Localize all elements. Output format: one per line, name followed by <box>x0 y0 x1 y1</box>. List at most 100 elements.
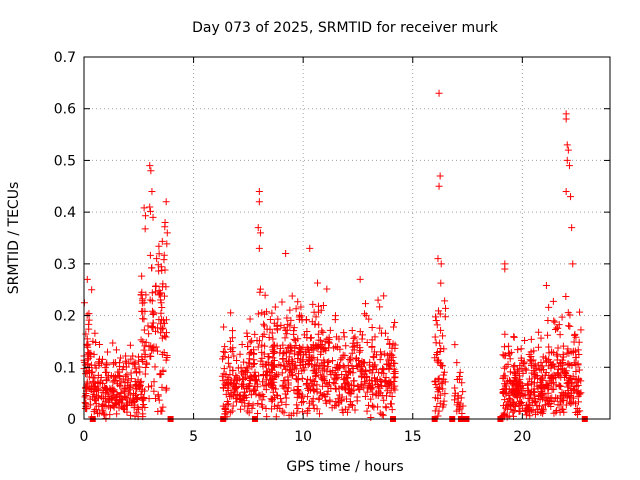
data-point <box>342 395 350 403</box>
data-point <box>499 388 507 396</box>
data-point <box>337 397 345 405</box>
data-point <box>126 391 134 399</box>
data-point <box>254 224 262 232</box>
data-point <box>363 407 371 415</box>
data-point <box>499 402 507 410</box>
data-point <box>306 244 314 252</box>
data-point <box>522 401 530 409</box>
data-point <box>139 315 147 323</box>
data-point <box>359 331 367 339</box>
data-point <box>150 378 158 386</box>
data-point <box>576 308 584 316</box>
data-point <box>141 403 149 411</box>
data-point <box>390 378 398 386</box>
data-point <box>312 372 320 380</box>
data-point <box>138 395 146 403</box>
data-point <box>323 390 331 398</box>
data-point <box>283 388 291 396</box>
data-point <box>101 368 109 376</box>
data-point <box>361 300 369 308</box>
data-point <box>555 362 563 370</box>
data-point <box>257 357 265 365</box>
data-point <box>308 380 316 388</box>
data-point <box>251 330 259 338</box>
data-point <box>575 375 583 383</box>
data-point <box>451 396 459 404</box>
data-point <box>88 286 96 294</box>
data-point <box>100 411 108 419</box>
data-point <box>296 345 304 353</box>
data-point <box>432 339 440 347</box>
data-point <box>282 401 290 409</box>
data-point <box>363 388 371 396</box>
data-point <box>233 357 241 365</box>
data-point <box>156 290 164 298</box>
data-point <box>551 326 559 334</box>
data-point <box>153 255 161 263</box>
data-point <box>435 407 443 415</box>
data-point <box>232 398 240 406</box>
data-point <box>517 345 525 353</box>
data-point <box>146 207 154 215</box>
data-point <box>83 378 91 386</box>
data-point <box>338 371 346 379</box>
data-point <box>533 382 541 390</box>
y-axis-label: SRMTID / TECUs <box>6 182 22 295</box>
data-point <box>117 389 125 397</box>
data-point <box>318 327 326 335</box>
data-point <box>256 229 264 237</box>
data-point <box>248 337 256 345</box>
data-point <box>305 404 313 412</box>
data-point <box>441 378 449 386</box>
data-point <box>123 395 131 403</box>
data-point <box>100 401 108 409</box>
data-point <box>147 352 155 360</box>
x-tick-label: 0 <box>80 429 89 445</box>
data-point <box>260 382 268 390</box>
data-point <box>353 397 361 405</box>
data-point <box>328 404 336 412</box>
data-point <box>572 383 580 391</box>
data-point <box>510 407 518 415</box>
data-point <box>222 381 230 389</box>
data-point <box>254 400 262 408</box>
data-point <box>505 395 513 403</box>
data-point <box>391 368 399 376</box>
data-point <box>229 334 237 342</box>
data-point <box>565 322 573 330</box>
data-point <box>510 399 518 407</box>
data-point <box>541 401 549 409</box>
data-point <box>391 341 399 349</box>
data-point <box>554 401 562 409</box>
data-point <box>564 345 572 353</box>
data-point <box>317 306 325 314</box>
data-point <box>264 380 272 388</box>
data-point <box>374 296 382 304</box>
data-point <box>378 365 386 373</box>
data-point <box>155 396 163 404</box>
data-point <box>434 255 442 263</box>
data-point <box>220 323 228 331</box>
data-point <box>224 386 232 394</box>
data-point <box>268 309 276 317</box>
data-point <box>240 371 248 379</box>
data-point <box>506 368 514 376</box>
data-point <box>329 367 337 375</box>
data-point <box>299 398 307 406</box>
data-point <box>290 330 298 338</box>
data-point <box>294 387 302 395</box>
data-point <box>249 387 257 395</box>
data-point <box>522 411 530 419</box>
data-point <box>542 354 550 362</box>
data-point <box>431 354 439 362</box>
data-point <box>268 329 276 337</box>
data-point <box>266 376 274 384</box>
data-point <box>290 350 298 358</box>
data-point <box>99 400 107 408</box>
data-point <box>522 366 530 374</box>
data-point <box>99 387 107 395</box>
data-point <box>574 398 582 406</box>
data-point <box>221 343 229 351</box>
data-point <box>432 381 440 389</box>
data-point <box>92 406 100 414</box>
